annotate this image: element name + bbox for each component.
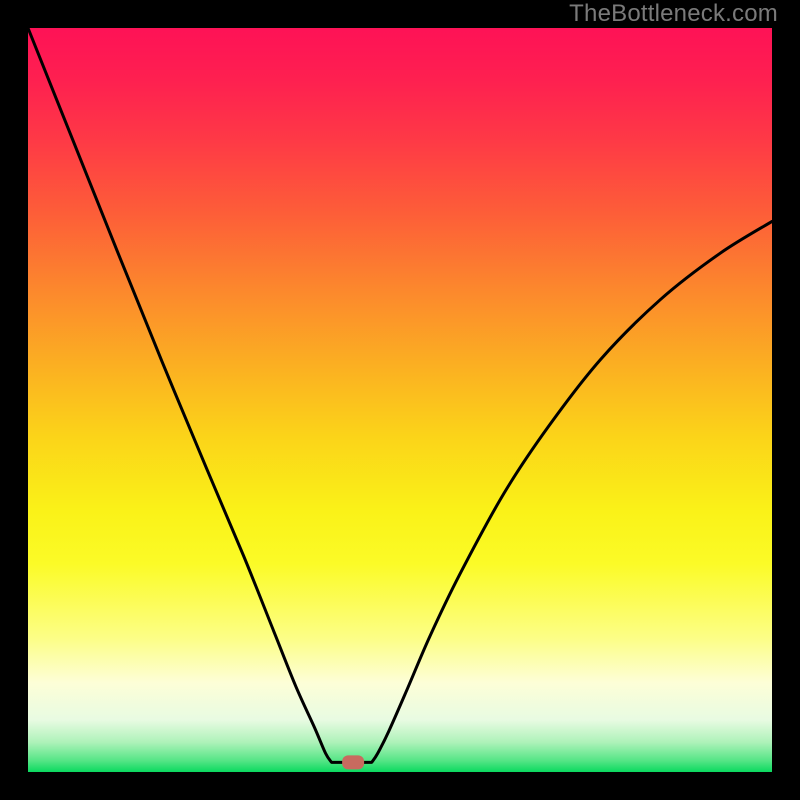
bottleneck-chart: [0, 0, 800, 800]
plot-background: [28, 28, 772, 772]
chart-frame: TheBottleneck.com: [0, 0, 800, 800]
minimum-marker: [342, 755, 364, 769]
